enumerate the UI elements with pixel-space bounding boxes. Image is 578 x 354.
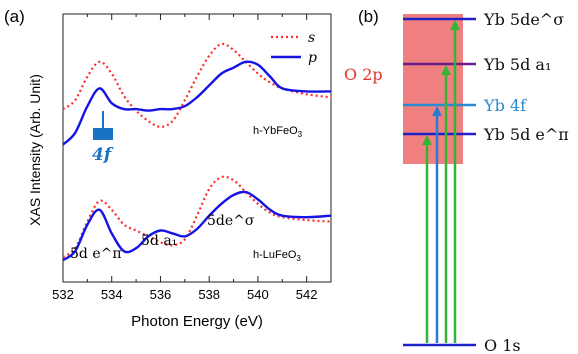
panel-label-a: (a) (4, 7, 25, 26)
transitions (422, 20, 460, 343)
annotation-5d-a1: 5d a₁ (141, 233, 177, 249)
panel-label-b: (b) (358, 7, 379, 26)
annotation-5d-e-pi: 5d e^π (70, 246, 122, 262)
series-p-ybfeo3 (62, 60, 332, 146)
y-axis-title: XAS Intensity (Arb. Unit) (27, 74, 43, 226)
x-tick-label: 538 (198, 287, 220, 302)
annotation-5d-e-sigma: 5de^σ (207, 213, 255, 229)
level-label-yb5d_pi: Yb 5d e^π (483, 125, 569, 144)
level-label-yb4f: Yb 4f (483, 96, 527, 115)
o2p-band (403, 14, 463, 164)
x-tick-label: 540 (247, 287, 269, 302)
plot-series (62, 42, 332, 262)
level-label-yb5d_sigma: Yb 5de^σ (483, 10, 564, 29)
level-label-yb5d_a1: Yb 5d a₁ (483, 55, 551, 74)
series-s-ybfeo3 (62, 42, 332, 129)
x-tick-label: 532 (52, 287, 74, 302)
x-tick-label: 542 (296, 287, 318, 302)
o2p-band-label: O 2p (344, 65, 383, 84)
legend: s p (271, 30, 317, 66)
plot-frame (62, 13, 332, 283)
series-p-lufeo3 (62, 190, 332, 262)
sample-label-lufeo3: h-LuFeO3 (253, 249, 301, 263)
legend-label-s: s (308, 30, 315, 46)
series-s-lufeo3 (62, 175, 332, 259)
x-axis: 532 534 536 538 540 542 (52, 14, 332, 302)
energy-levels: Yb 5de^σ Yb 5d a₁ Yb 4f Yb 5d e^π O 1s (403, 10, 569, 354)
legend-label-p: p (308, 50, 317, 66)
level-label-o1s: O 1s (484, 336, 521, 354)
x-axis-title: Photon Energy (eV) (131, 313, 263, 330)
sample-label-ybfeo3: h-YbFeO3 (253, 125, 303, 139)
x-tick-label: 536 (150, 287, 172, 302)
annotation-4f: 4f (92, 145, 114, 165)
arrow-4f (93, 111, 113, 140)
x-tick-label: 534 (101, 287, 123, 302)
